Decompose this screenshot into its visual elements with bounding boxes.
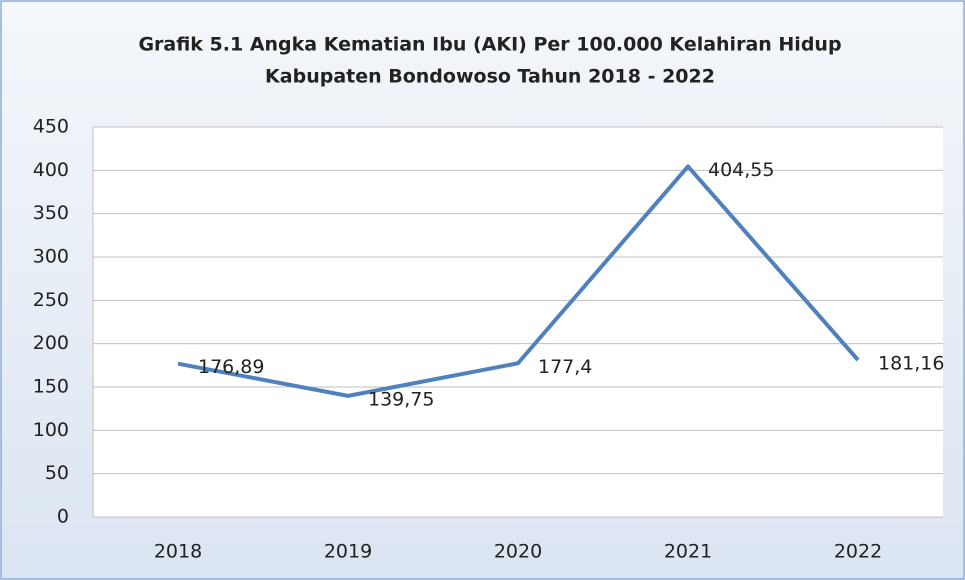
data-line: [177, 164, 860, 398]
x-tick-label: 2020: [494, 541, 542, 563]
y-tick-label: 200: [33, 332, 69, 354]
data-label: 181,16: [878, 352, 944, 374]
chart-title: Grafik 5.1 Angka Kematian Ibu (AKI) Per …: [138, 34, 841, 56]
data-label: 404,55: [708, 159, 774, 181]
y-tick-label: 0: [57, 506, 69, 528]
plot-area: [93, 127, 943, 517]
x-tick-label: 2018: [154, 541, 202, 563]
y-tick-label: 450: [33, 116, 69, 138]
x-tick-label: 2021: [664, 541, 712, 563]
y-tick-label: 100: [33, 419, 69, 441]
y-tick-label: 50: [45, 462, 69, 484]
x-tick-label: 2022: [834, 541, 882, 563]
data-label: 139,75: [368, 388, 434, 410]
y-tick-label: 350: [33, 202, 69, 224]
y-tick-label: 250: [33, 289, 69, 311]
chart-title: Kabupaten Bondowoso Tahun 2018 - 2022: [265, 66, 715, 88]
x-tick-label: 2019: [324, 541, 372, 563]
data-label: 177,4: [538, 356, 592, 378]
y-tick-label: 400: [33, 159, 69, 181]
data-label: 176,89: [198, 356, 264, 378]
y-tick-label: 300: [33, 246, 69, 268]
y-tick-label: 150: [33, 376, 69, 398]
